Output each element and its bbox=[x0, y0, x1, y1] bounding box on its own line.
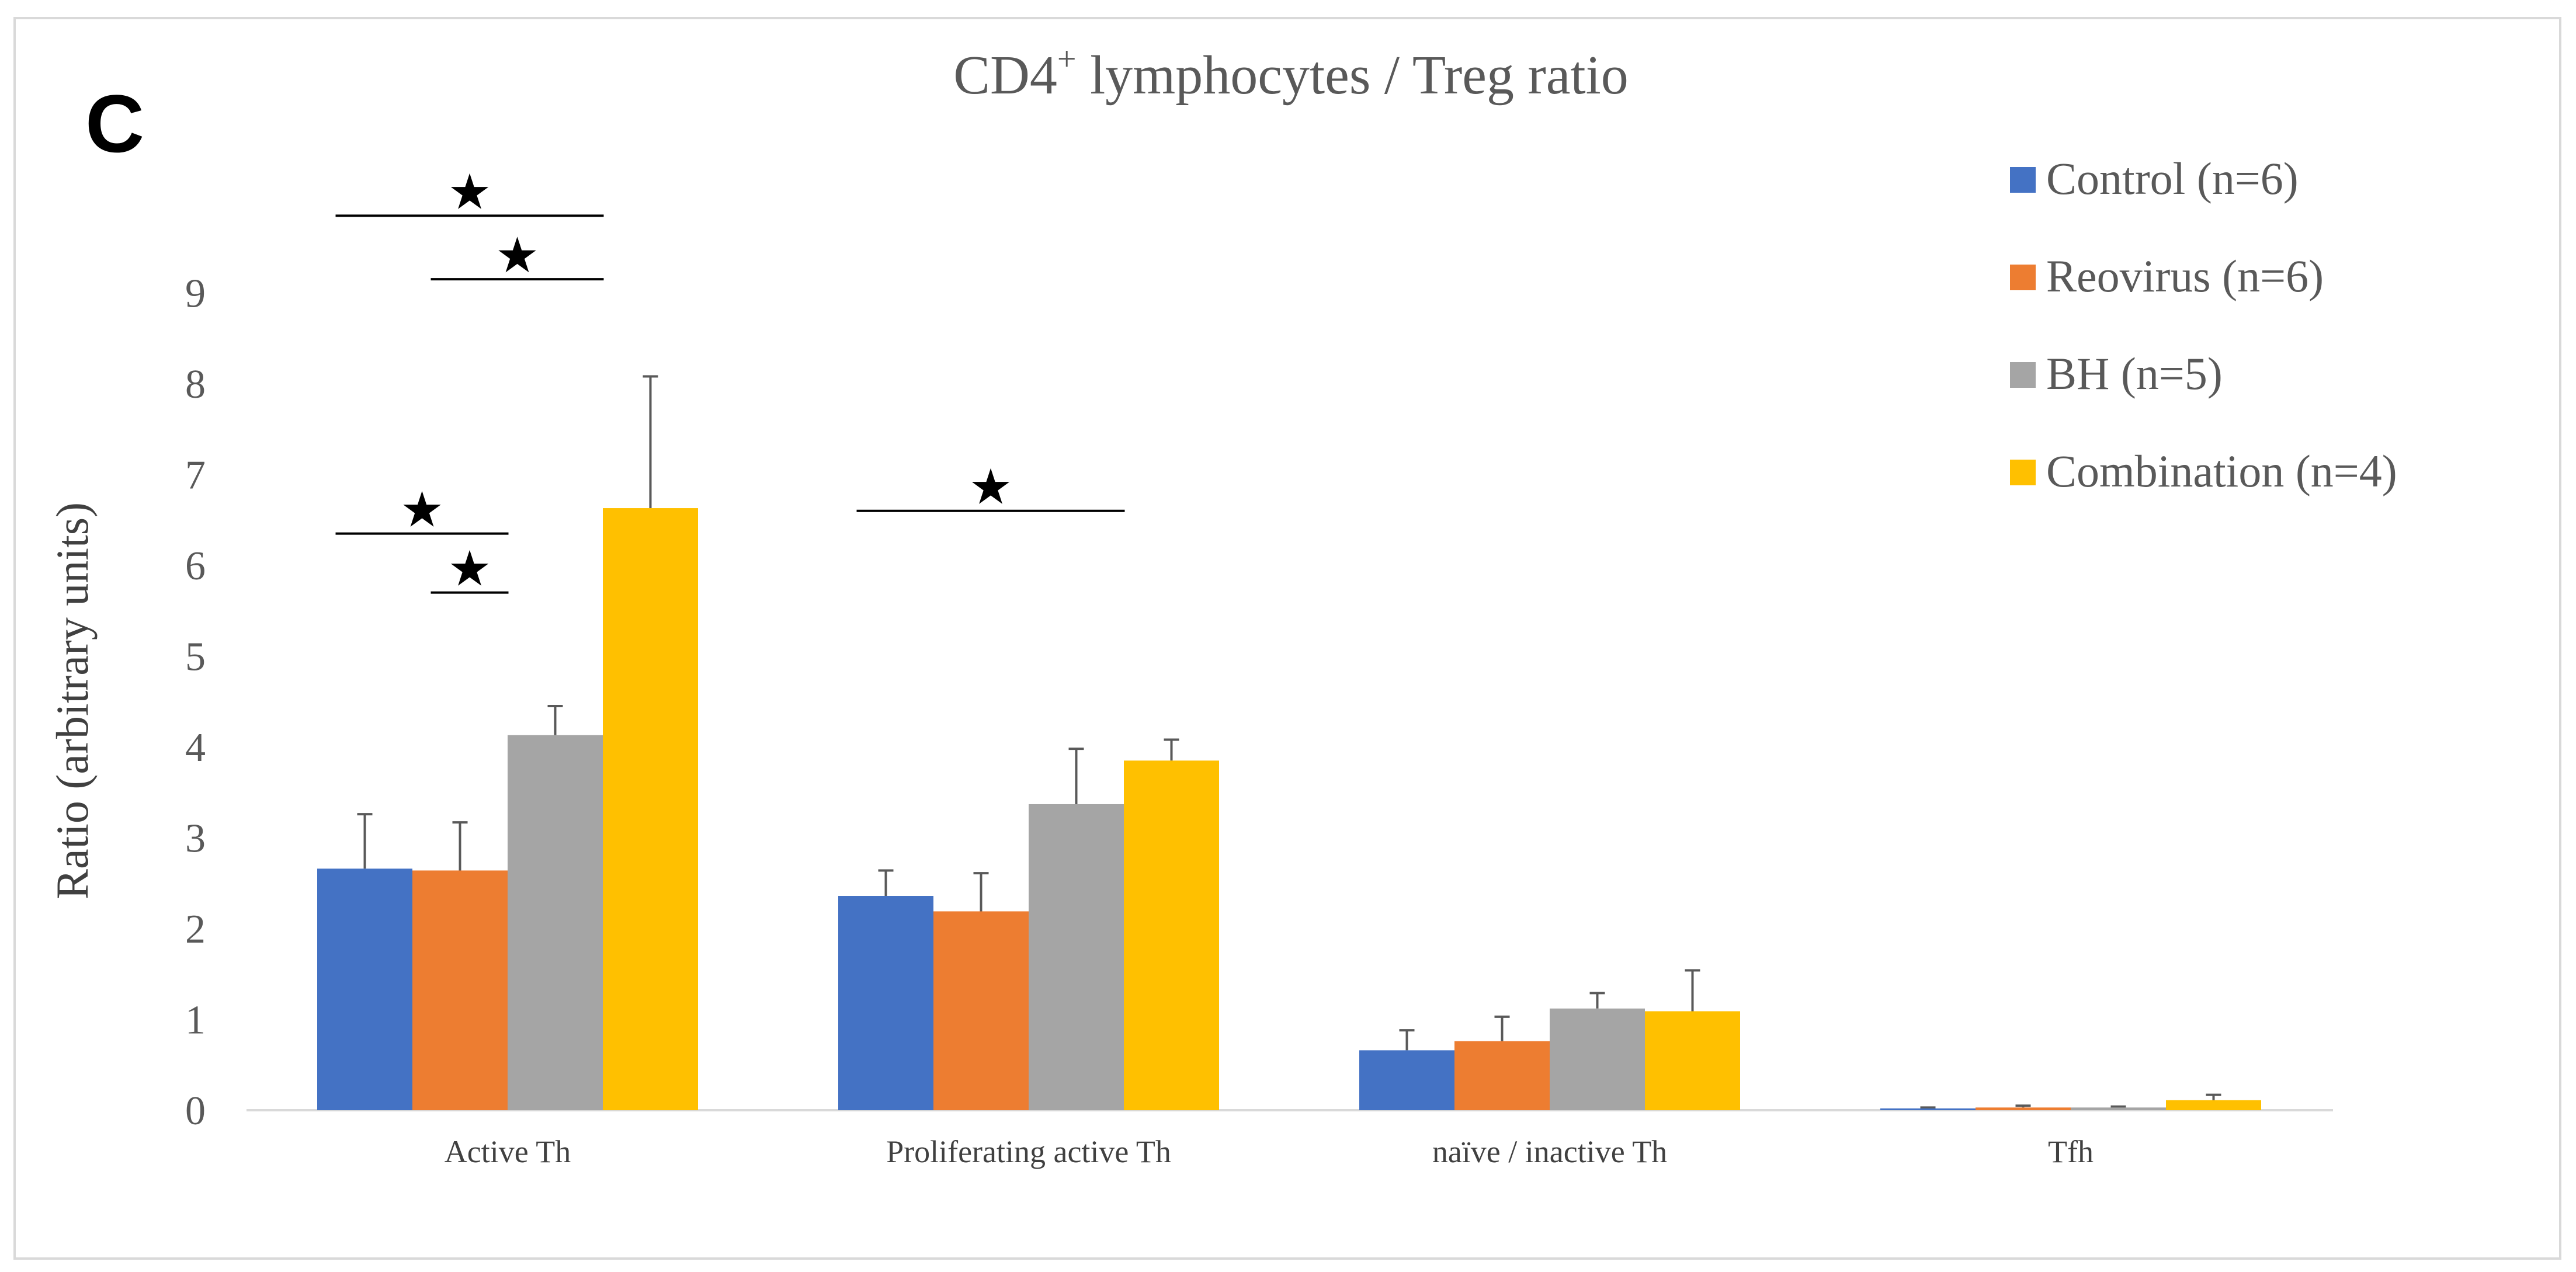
y-tick-label: 0 bbox=[185, 1089, 206, 1134]
title-main: CD4 bbox=[953, 45, 1057, 106]
significance-marker: ★ bbox=[431, 540, 509, 597]
error-bar bbox=[1068, 748, 1084, 804]
y-tick-label: 1 bbox=[185, 998, 206, 1043]
significance-star: ★ bbox=[495, 227, 539, 284]
legend-item: BH (n=5) bbox=[2010, 348, 2223, 399]
bar bbox=[412, 870, 508, 1110]
x-tick-label: Active Th bbox=[445, 1134, 571, 1169]
significance-star: ★ bbox=[447, 163, 491, 220]
significance-marker: ★ bbox=[856, 458, 1125, 516]
y-tick-label: 7 bbox=[185, 453, 206, 498]
y-tick-label: 5 bbox=[185, 635, 206, 680]
legend: Control (n=6) Reovirus (n=6) BH (n=5) Combi… bbox=[2010, 153, 2397, 496]
legend-label: Combination (n=4) bbox=[2046, 446, 2397, 496]
title-rest: lymphocytes / Treg ratio bbox=[1077, 45, 1629, 106]
error-bar bbox=[2206, 1093, 2221, 1100]
legend-swatch bbox=[2010, 460, 2036, 485]
error-bar bbox=[2015, 1104, 2031, 1108]
error-bar bbox=[973, 872, 989, 912]
x-tick-labels: Active Th Proliferating active Th naïve / … bbox=[445, 1134, 2094, 1169]
bar bbox=[1124, 760, 1219, 1110]
error-bar bbox=[357, 813, 373, 869]
bars bbox=[317, 508, 2261, 1111]
significance-markers: ★★★★★ bbox=[335, 163, 1125, 597]
error-bar bbox=[1164, 738, 1179, 761]
significance-marker: ★ bbox=[335, 481, 509, 538]
legend-item: Combination (n=4) bbox=[2010, 446, 2397, 496]
bar bbox=[1454, 1041, 1550, 1110]
bar bbox=[1645, 1011, 1740, 1110]
error-bar bbox=[1494, 1015, 1510, 1041]
legend-swatch bbox=[2010, 167, 2036, 193]
legend-label: Reovirus (n=6) bbox=[2046, 251, 2324, 301]
bar bbox=[508, 735, 603, 1110]
significance-marker: ★ bbox=[335, 163, 604, 220]
y-tick-label: 8 bbox=[185, 362, 206, 407]
error-bar bbox=[878, 869, 894, 896]
chart-title: CD4+ lymphocytes / Treg ratio bbox=[953, 40, 1629, 106]
error-bar bbox=[2110, 1105, 2126, 1108]
legend-swatch bbox=[2010, 265, 2036, 290]
error-bar bbox=[1399, 1029, 1415, 1051]
bar bbox=[838, 896, 933, 1110]
x-tick-label: Proliferating active Th bbox=[886, 1134, 1171, 1169]
x-tick-label: Tfh bbox=[2048, 1134, 2094, 1169]
y-tick-label: 6 bbox=[185, 544, 206, 589]
significance-star: ★ bbox=[968, 458, 1012, 516]
bar bbox=[2166, 1100, 2261, 1110]
legend-item: Reovirus (n=6) bbox=[2010, 251, 2324, 301]
bar bbox=[933, 911, 1029, 1110]
significance-star: ★ bbox=[447, 540, 491, 597]
bar bbox=[603, 508, 698, 1111]
y-axis-label: Ratio (arbitrary units) bbox=[47, 502, 98, 899]
x-tick-label: naïve / inactive Th bbox=[1432, 1134, 1667, 1169]
y-tick-label: 2 bbox=[185, 907, 206, 952]
legend-label: Control (n=6) bbox=[2046, 153, 2299, 204]
legend-item: Control (n=6) bbox=[2010, 153, 2299, 204]
y-tick-label: 3 bbox=[185, 816, 206, 861]
y-tick-labels: 0 1 2 3 4 5 6 7 8 9 bbox=[185, 272, 206, 1134]
bar bbox=[1976, 1107, 2071, 1110]
error-bar bbox=[1685, 969, 1700, 1012]
bar bbox=[1880, 1108, 1976, 1110]
error-bar bbox=[1920, 1106, 1936, 1109]
error-bar bbox=[547, 705, 563, 735]
error-bars bbox=[357, 375, 2221, 1109]
error-bar bbox=[1589, 992, 1605, 1009]
legend-swatch bbox=[2010, 362, 2036, 388]
bar bbox=[1029, 804, 1124, 1110]
bar bbox=[1550, 1008, 1645, 1110]
legend-label: BH (n=5) bbox=[2046, 348, 2223, 399]
error-bar bbox=[452, 821, 468, 871]
significance-marker: ★ bbox=[431, 227, 604, 284]
y-tick-label: 4 bbox=[185, 725, 206, 770]
panel-label: C bbox=[85, 78, 144, 169]
bar bbox=[2071, 1107, 2166, 1110]
title-superscript: + bbox=[1057, 40, 1077, 78]
bar bbox=[317, 868, 412, 1110]
y-tick-label: 9 bbox=[185, 272, 206, 317]
error-bar bbox=[643, 375, 658, 509]
significance-star: ★ bbox=[400, 481, 444, 538]
bar bbox=[1359, 1050, 1454, 1110]
